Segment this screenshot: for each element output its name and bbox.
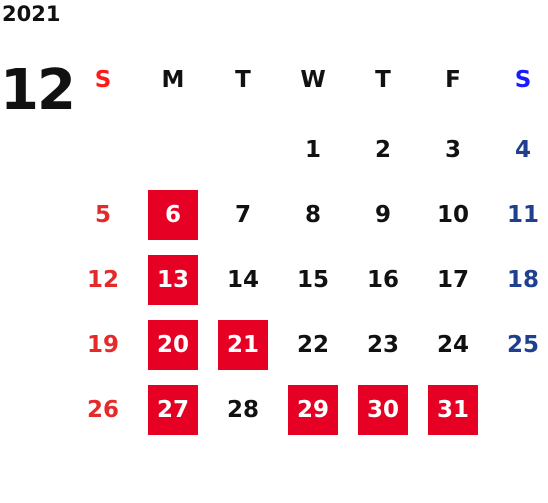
day-cell: 23 xyxy=(366,332,399,358)
highlighted-day-cell: 31 xyxy=(428,385,478,435)
day-cell: 28 xyxy=(226,397,259,423)
year-label: 2021 xyxy=(2,2,61,26)
weekday-header: T xyxy=(235,67,251,93)
day-cell: 24 xyxy=(436,332,469,358)
highlighted-day-cell: 29 xyxy=(288,385,338,435)
day-cell: 25 xyxy=(506,332,539,358)
weekday-header: S xyxy=(514,67,532,93)
day-cell: 12 xyxy=(86,267,119,293)
highlighted-day-cell: 21 xyxy=(218,320,268,370)
weekday-header: S xyxy=(94,67,112,93)
day-cell: 10 xyxy=(436,202,469,228)
day-cell: 9 xyxy=(374,202,391,228)
day-cell: 15 xyxy=(296,267,329,293)
weekday-header: T xyxy=(375,67,391,93)
day-cell: 8 xyxy=(304,202,321,228)
weekday-header: M xyxy=(161,67,185,93)
highlighted-day-cell: 30 xyxy=(358,385,408,435)
day-cell: 3 xyxy=(444,137,461,163)
day-cell: 7 xyxy=(234,202,251,228)
day-cell: 1 xyxy=(304,137,321,163)
highlighted-day-cell: 27 xyxy=(148,385,198,435)
highlighted-day-cell: 6 xyxy=(148,190,198,240)
day-cell: 4 xyxy=(514,137,531,163)
day-cell: 14 xyxy=(226,267,259,293)
day-cell: 26 xyxy=(86,397,119,423)
day-cell: 5 xyxy=(94,202,111,228)
day-cell: 16 xyxy=(366,267,399,293)
day-cell: 17 xyxy=(436,267,469,293)
weekday-header: W xyxy=(300,67,326,93)
highlighted-day-cell: 20 xyxy=(148,320,198,370)
day-cell: 2 xyxy=(374,137,391,163)
highlighted-day-cell: 13 xyxy=(148,255,198,305)
month-label: 12 xyxy=(0,58,76,123)
day-cell: 22 xyxy=(296,332,329,358)
day-cell: 18 xyxy=(506,267,539,293)
weekday-header: F xyxy=(445,67,461,93)
day-cell: 19 xyxy=(86,332,119,358)
day-cell: 11 xyxy=(506,202,539,228)
